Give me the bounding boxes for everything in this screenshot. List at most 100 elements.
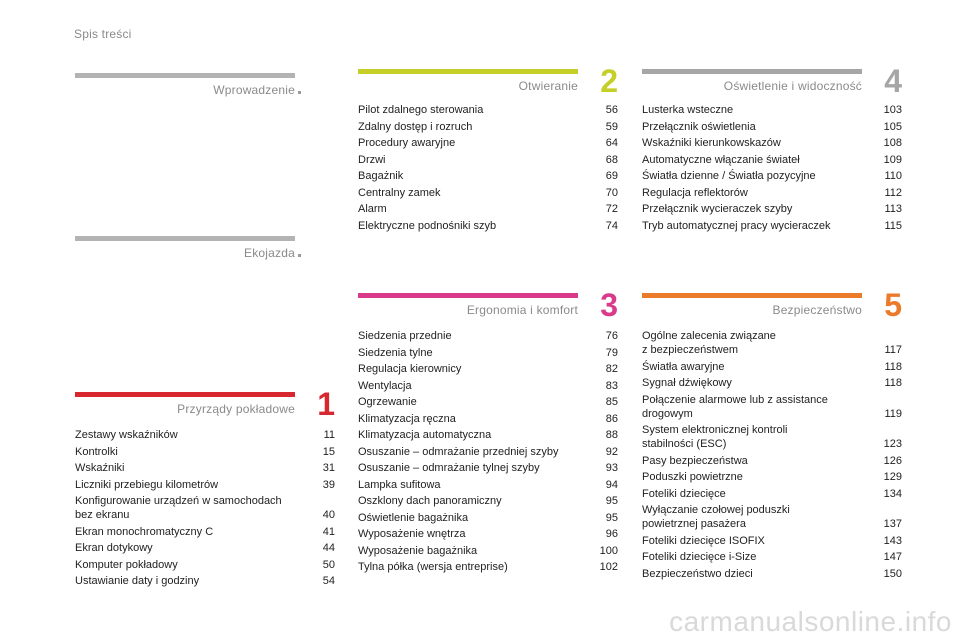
watermark: carmanualsonline.info [669, 606, 952, 637]
toc-entry-page: 118 [884, 377, 902, 389]
toc-entry-label: Wyposażenie bagażnika [358, 544, 478, 557]
toc-entry[interactable]: Ogrzewanie 85 [358, 395, 618, 409]
toc-entry-page: 74 [605, 219, 618, 232]
section-title: Bezpieczeństwo [772, 303, 862, 317]
toc-entry[interactable]: Drzwi 68 [358, 153, 618, 167]
toc-entry-label: Ekran dotykowy [75, 542, 153, 554]
toc-entry[interactable]: Przełącznik wycieraczek szyby 113 [642, 202, 902, 216]
toc-entry[interactable]: Klimatyzacja automatyczna 88 [358, 428, 618, 442]
toc-entry[interactable]: Procedury awaryjne 64 [358, 136, 618, 150]
toc-entry[interactable]: Liczniki przebiegu kilometrów 39 [75, 478, 335, 492]
toc-entry-page: 95 [605, 511, 618, 524]
toc-entry[interactable]: Wskaźniki 31 [75, 461, 335, 475]
toc-entry[interactable]: Automatyczne włączanie świateł 109 [642, 153, 902, 167]
toc-entry[interactable]: Bagażnik 69 [358, 169, 618, 183]
toc-entry[interactable]: Osuszanie – odmrażanie tylnej szyby 93 [358, 461, 618, 475]
section-title: Oświetlenie i widoczność [723, 79, 862, 93]
toc-entry[interactable]: Tylna półka (wersja entreprise) 102 [358, 560, 618, 574]
toc-entry-label: Siedzenia przednie [358, 330, 452, 342]
section-number: 5 [884, 287, 902, 323]
toc-entry[interactable]: Alarm 72 [358, 202, 618, 216]
toc-entry[interactable]: Zestawy wskaźników 11 [75, 428, 335, 442]
toc-entry[interactable]: Bezpieczeństwo dzieci 150 [642, 567, 902, 581]
toc-entry[interactable]: Konfigurowanie urządzeń w samochodach be… [75, 494, 335, 522]
toc-entry[interactable]: Oszklony dach panoramiczny 95 [358, 494, 618, 508]
toc-entry[interactable]: Światła awaryjne 118 [642, 360, 902, 374]
toc-entry[interactable]: Komputer pokładowy 50 [75, 558, 335, 572]
toc-entry-page: 72 [605, 203, 618, 215]
toc-entry[interactable]: System elektronicznej kontroli stabilnoś… [642, 423, 902, 451]
toc-entry[interactable]: Pasy bezpieczeństwa 126 [642, 454, 902, 468]
bullet-dot [298, 254, 301, 257]
toc-entry[interactable]: Regulacja reflektorów 112 [642, 186, 902, 200]
toc-entry[interactable]: Światła dzienne / Światła pozycyjne 110 [642, 169, 902, 183]
toc-entry[interactable]: Ogólne zalecenia związane z bezpieczeńst… [642, 329, 902, 357]
toc-entry-label: Światła dzienne / Światła pozycyjne [642, 170, 816, 182]
toc-entry-label: Przełącznik oświetlenia [642, 120, 756, 133]
section-number: 4 [884, 63, 902, 99]
toc-entry[interactable]: Foteliki dziecięce 134 [642, 487, 902, 501]
toc-entry-page: 68 [605, 153, 618, 166]
toc-entry-page: 88 [605, 429, 618, 441]
toc-entry[interactable]: Oświetlenie bagażnika 95 [358, 511, 618, 525]
toc-entry[interactable]: Pilot zdalnego sterowania 56 [358, 103, 618, 117]
toc-entry-label: Wskaźniki [75, 462, 125, 474]
toc-entry[interactable]: Kontrolki 15 [75, 445, 335, 459]
toc-entry-page: 96 [605, 528, 618, 540]
toc-entry[interactable]: Foteliki dziecięce ISOFIX 143 [642, 534, 902, 548]
toc-entry[interactable]: Regulacja kierownicy 82 [358, 362, 618, 376]
toc-entry-label: Zestawy wskaźników [75, 429, 178, 441]
toc-entry[interactable]: Lusterka wsteczne 103 [642, 103, 902, 117]
toc-list: Pilot zdalnego sterowania 56 Zdalny dostęp… [358, 103, 618, 235]
toc-entry-label: System elektronicznej kontroli stabilnoś… [642, 424, 788, 450]
toc-entry-page: 115 [884, 219, 902, 232]
toc-entry[interactable]: Ustawianie daty i godziny 54 [75, 574, 335, 588]
toc-entry-label: Wyłączanie czołowej poduszki powietrznej… [642, 504, 790, 530]
toc-entry[interactable]: Lampka sufitowa 94 [358, 478, 618, 492]
toc-entry-page: 109 [883, 153, 902, 166]
toc-entry-page: 94 [605, 478, 618, 491]
toc-entry[interactable]: Wyposażenie wnętrza 96 [358, 527, 618, 541]
section-bar [75, 236, 295, 241]
toc-entry-label: Liczniki przebiegu kilometrów [75, 478, 219, 491]
toc-entry-page: 105 [883, 120, 902, 133]
page-title: Spis treści [74, 27, 132, 41]
toc-entry[interactable]: Siedzenia tylne 79 [358, 346, 618, 360]
toc-entry[interactable]: Połączenie alarmowe lub z assistance dro… [642, 393, 902, 421]
toc-entry[interactable]: Osuszanie – odmrażanie przedniej szyby 92 [358, 445, 618, 459]
toc-entry[interactable]: Ekran monochromatyczny C 41 [75, 525, 335, 539]
toc-entry-label: Konfigurowanie urządzeń w samochodach be… [75, 495, 282, 521]
toc-entry-label: Światła awaryjne [642, 360, 725, 373]
toc-entry-page: 100 [599, 544, 618, 557]
toc-entry[interactable]: Wyposażenie bagażnika 100 [358, 544, 618, 558]
toc-entry-label: Klimatyzacja ręczna [358, 412, 456, 425]
toc-entry-page: 129 [883, 471, 902, 483]
toc-entry-label: Automatyczne włączanie świateł [642, 153, 800, 166]
toc-entry-page: 147 [883, 551, 902, 563]
toc-entry-page: 82 [605, 363, 618, 375]
toc-entry[interactable]: Ekran dotykowy 44 [75, 541, 335, 555]
toc-entry[interactable]: Wskaźniki kierunkowskazów 108 [642, 136, 902, 150]
section-title: Wprowadzenie [213, 83, 295, 97]
toc-entry[interactable]: Wentylacja 83 [358, 379, 618, 393]
toc-entry[interactable]: Siedzenia przednie 76 [358, 329, 618, 343]
toc-entry[interactable]: Klimatyzacja ręczna 86 [358, 412, 618, 426]
toc-entry[interactable]: Poduszki powietrzne 129 [642, 470, 902, 484]
toc-entry-label: Przełącznik wycieraczek szyby [642, 203, 793, 215]
toc-entry[interactable]: Sygnał dźwiękowy 118 [642, 376, 902, 390]
toc-entry-page: 64 [605, 137, 618, 149]
toc-entry[interactable]: Tryb automatycznej pracy wycieraczek 115 [642, 219, 902, 233]
toc-entry[interactable]: Zdalny dostęp i rozruch 59 [358, 120, 618, 134]
toc-entry-label: Poduszki powietrzne [642, 471, 743, 483]
toc-entry-page: 102 [599, 561, 618, 573]
toc-entry-label: Pilot zdalnego sterowania [358, 104, 484, 116]
toc-entry[interactable]: Wyłączanie czołowej poduszki powietrznej… [642, 503, 902, 531]
section-number: 1 [317, 386, 335, 422]
toc-entry-label: Siedzenia tylne [358, 346, 433, 359]
toc-entry[interactable]: Elektryczne podnośniki szyb 74 [358, 219, 618, 233]
toc-entry-label: Klimatyzacja automatyczna [358, 429, 492, 441]
toc-entry[interactable]: Przełącznik oświetlenia 105 [642, 120, 902, 134]
toc-entry-label: Bezpieczeństwo dzieci [642, 567, 753, 580]
toc-entry[interactable]: Foteliki dziecięce i-Size 147 [642, 550, 902, 564]
toc-entry[interactable]: Centralny zamek 70 [358, 186, 618, 200]
